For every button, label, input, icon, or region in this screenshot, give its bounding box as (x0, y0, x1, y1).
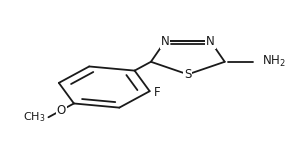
Text: F: F (154, 86, 161, 99)
Text: NH$_2$: NH$_2$ (262, 54, 286, 69)
Text: O: O (57, 104, 66, 117)
Text: S: S (184, 68, 192, 81)
Text: N: N (206, 35, 215, 48)
Text: CH$_3$: CH$_3$ (23, 110, 46, 124)
Text: N: N (161, 35, 169, 48)
